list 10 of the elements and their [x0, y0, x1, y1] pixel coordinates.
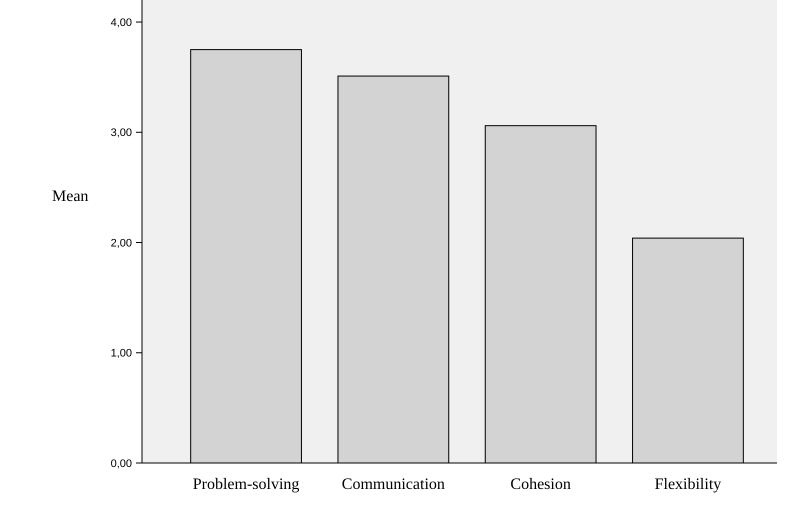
- x-tick-label: Communication: [342, 476, 445, 493]
- y-tick-label: 1,00: [110, 348, 132, 360]
- x-tick-label: Cohesion: [510, 476, 571, 493]
- x-tick-label: Flexibility: [654, 476, 722, 493]
- y-axis-title: Mean: [52, 188, 88, 206]
- y-tick-label: 2,00: [110, 237, 132, 250]
- y-tick-label: 4,00: [110, 16, 132, 29]
- y-tick-label: 3,00: [110, 127, 132, 140]
- x-tick-label: Problem-solving: [192, 476, 300, 493]
- y-tick-label: 0,00: [110, 458, 132, 470]
